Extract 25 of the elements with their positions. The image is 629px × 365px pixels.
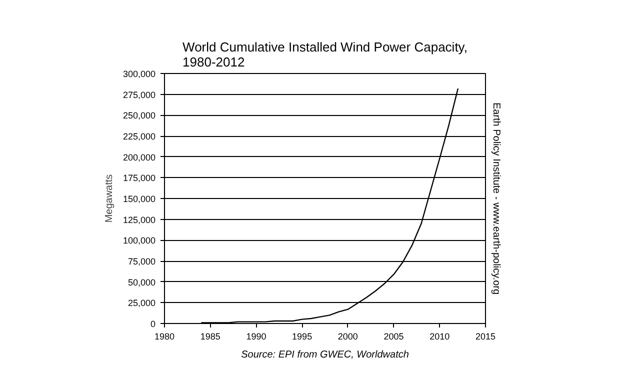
y-tick-label: 275,000	[122, 90, 156, 100]
chart-title: World Cumulative Installed Wind Power Capacity, 1980-2012	[182, 40, 468, 70]
x-tick-label: 1995	[292, 332, 312, 342]
y-axis-title: Megawatts	[104, 174, 115, 223]
source-note: Source: EPI from GWEC, Worldwatch	[241, 350, 410, 360]
y-tick-label: 200,000	[122, 152, 156, 162]
y-tick-label: 250,000	[122, 110, 156, 121]
y-tick-label: 50,000	[128, 277, 156, 288]
y-tick-label: 100,000	[122, 236, 156, 246]
x-tick-label: 1980	[154, 332, 175, 342]
y-tick-label: 25,000	[128, 298, 156, 308]
y-tick-label: 125,000	[122, 214, 156, 225]
y-tick-label: 225,000	[122, 132, 156, 142]
y-tick-label: 75,000	[128, 256, 156, 266]
x-tick-label: 2000	[338, 332, 358, 342]
x-tick-label: 2015	[475, 332, 496, 342]
y-tick-label: 150,000	[122, 194, 156, 204]
y-tick-label: 0	[150, 319, 156, 329]
text: Earth Policy Institute - www.earth-policy.org	[490, 102, 502, 295]
x-tick-label: 2010	[430, 332, 450, 342]
x-tick-label: 1990	[246, 332, 266, 342]
y-tick-label: 175,000	[122, 173, 156, 184]
x-tick-label: 1985	[200, 332, 220, 342]
y-tick-label: 300,000	[122, 69, 156, 79]
x-tick-label: 2005	[384, 332, 404, 342]
